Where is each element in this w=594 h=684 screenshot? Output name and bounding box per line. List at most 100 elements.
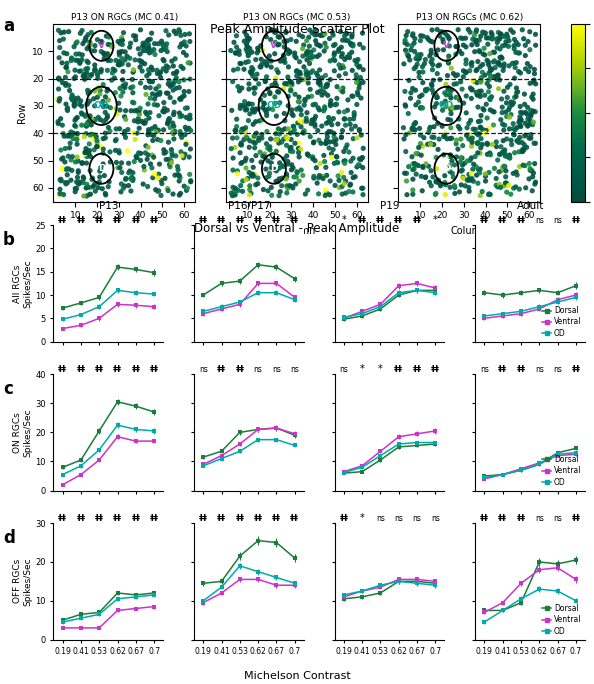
- Point: [168, 118, 178, 129]
- Point: [320, 88, 330, 98]
- Point: [252, 47, 262, 58]
- Point: [418, 77, 428, 88]
- Point: [115, 47, 124, 57]
- Point: [54, 74, 64, 85]
- Point: [473, 102, 483, 113]
- Point: [90, 101, 99, 111]
- Point: [349, 114, 358, 124]
- Point: [262, 138, 271, 149]
- Point: [482, 55, 492, 66]
- Point: [465, 186, 474, 197]
- Point: [241, 122, 251, 133]
- Point: [475, 89, 484, 100]
- Point: [94, 176, 104, 187]
- Point: [101, 189, 110, 200]
- Point: [67, 53, 76, 64]
- Point: [356, 129, 366, 140]
- Point: [505, 123, 514, 134]
- Point: [499, 124, 508, 135]
- Point: [509, 40, 519, 51]
- Point: [72, 128, 82, 139]
- Point: [178, 92, 187, 103]
- Point: [328, 27, 337, 38]
- Point: [75, 177, 85, 188]
- Text: Michelson Contrast: Michelson Contrast: [244, 670, 350, 681]
- Point: [162, 154, 171, 165]
- Point: [340, 54, 349, 65]
- Text: OD: OD: [266, 101, 282, 110]
- Point: [184, 57, 193, 68]
- Point: [457, 83, 467, 94]
- Point: [280, 108, 289, 119]
- Point: [302, 49, 312, 60]
- Point: [242, 36, 252, 47]
- Point: [128, 167, 138, 178]
- Point: [308, 153, 318, 164]
- Point: [271, 80, 281, 91]
- Point: [63, 131, 72, 142]
- Point: [256, 62, 266, 73]
- Point: [251, 74, 261, 85]
- Point: [514, 47, 523, 58]
- Point: [273, 125, 282, 136]
- Point: [475, 122, 485, 133]
- Text: ‡‡: ‡‡: [498, 514, 507, 523]
- Point: [240, 101, 249, 112]
- Point: [268, 104, 277, 115]
- Point: [321, 79, 331, 90]
- Point: [176, 188, 185, 199]
- Point: [169, 109, 178, 120]
- Point: [410, 33, 419, 44]
- Point: [269, 26, 279, 37]
- Point: [90, 40, 100, 51]
- Point: [123, 145, 132, 156]
- Point: [175, 172, 185, 183]
- Point: [260, 152, 270, 163]
- Point: [421, 84, 431, 95]
- Point: [467, 60, 476, 71]
- Point: [147, 123, 156, 134]
- Point: [311, 111, 320, 122]
- Point: [475, 148, 485, 159]
- Y-axis label: Row: Row: [17, 103, 27, 123]
- Point: [93, 34, 102, 45]
- Point: [411, 99, 421, 110]
- Point: [256, 157, 266, 168]
- Point: [271, 73, 281, 83]
- Point: [99, 53, 109, 64]
- Text: ‡‡: ‡‡: [571, 216, 580, 225]
- Point: [295, 96, 304, 107]
- Point: [289, 172, 299, 183]
- Text: OD: OD: [439, 101, 454, 110]
- Point: [132, 152, 141, 163]
- Point: [329, 54, 339, 65]
- Point: [161, 146, 170, 157]
- Point: [472, 25, 481, 36]
- Point: [119, 129, 129, 140]
- Point: [424, 34, 433, 44]
- Point: [142, 70, 151, 81]
- Point: [53, 94, 62, 105]
- Point: [274, 174, 284, 185]
- Point: [69, 101, 79, 111]
- Point: [136, 77, 146, 88]
- Point: [444, 51, 454, 62]
- Point: [274, 129, 284, 140]
- Point: [526, 133, 536, 144]
- Point: [54, 73, 64, 84]
- Point: [451, 41, 461, 52]
- Point: [87, 27, 96, 38]
- Point: [83, 98, 93, 109]
- Point: [179, 181, 189, 192]
- Point: [235, 49, 244, 60]
- Point: [348, 91, 358, 102]
- Point: [409, 163, 419, 174]
- Point: [102, 50, 111, 61]
- Point: [142, 109, 151, 120]
- Text: ns: ns: [431, 514, 440, 523]
- Point: [119, 27, 128, 38]
- Point: [415, 71, 424, 82]
- Point: [182, 185, 191, 196]
- Point: [441, 90, 451, 101]
- Point: [55, 189, 64, 200]
